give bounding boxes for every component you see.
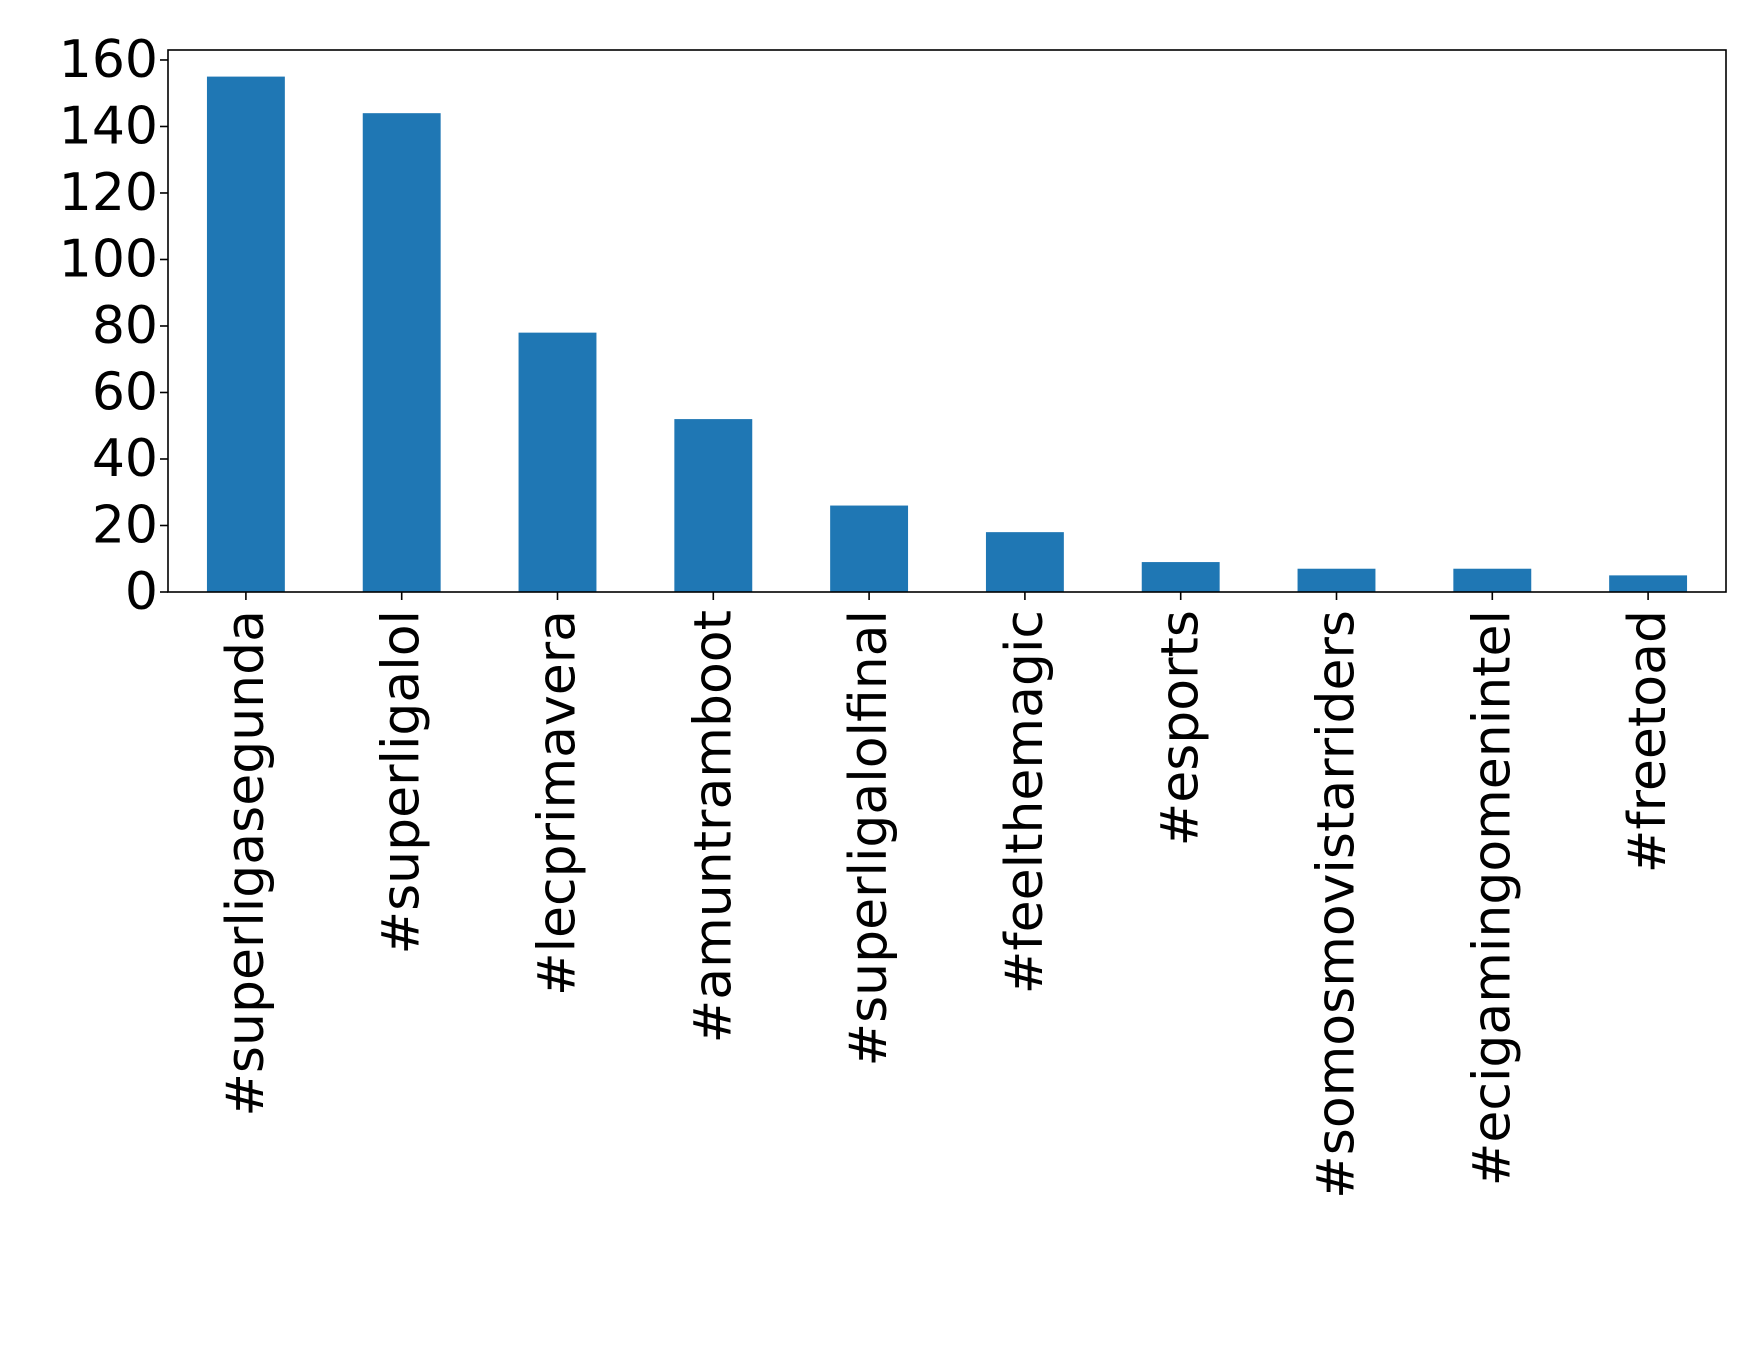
x-tick-label: #somosmovistarriders [1307, 610, 1367, 1199]
bar-esports [1141, 562, 1220, 592]
x-tick-label: #lecprimavera [528, 610, 588, 996]
x-tick-label: #ecigamingomenintel [1462, 610, 1522, 1186]
x-tick-label: #amuntramboot [683, 610, 743, 1043]
bars [206, 76, 1688, 593]
y-tick-label: 160 [59, 30, 158, 90]
y-tick-label: 140 [59, 96, 158, 156]
x-tick-label: #superligalol [372, 610, 432, 954]
bar-lecprimavera [518, 332, 597, 592]
y-tick-label: 40 [92, 429, 158, 489]
bar-ecigamingomenintel [1453, 568, 1532, 592]
x-tick-label: #esports [1151, 610, 1211, 846]
y-tick-label: 80 [92, 296, 158, 356]
bar-freetoad [1609, 575, 1688, 592]
y-tick-label: 120 [59, 163, 158, 223]
bar-amuntramboot [674, 419, 753, 592]
bar-superligalolfinal [830, 505, 909, 592]
x-axis: #superligasegunda #superligalol #lecprimav… [216, 592, 1678, 1199]
x-tick-label: #feelthemagic [995, 610, 1055, 994]
x-tick-label: #freetoad [1618, 610, 1678, 873]
x-tick-label: #superligalolfinal [839, 610, 899, 1067]
bar-superligalol [362, 113, 441, 592]
y-tick-label: 60 [92, 362, 158, 422]
bar-superligasegunda [206, 76, 285, 593]
bar-feelthemagic [985, 532, 1064, 592]
x-tick-label: #superligasegunda [216, 610, 276, 1117]
y-tick-label: 100 [59, 229, 158, 289]
plot-frame [167, 49, 1727, 593]
y-tick-label: 0 [125, 562, 158, 622]
bar-somosmovistarriders [1297, 568, 1376, 592]
y-tick-label: 20 [92, 495, 158, 555]
